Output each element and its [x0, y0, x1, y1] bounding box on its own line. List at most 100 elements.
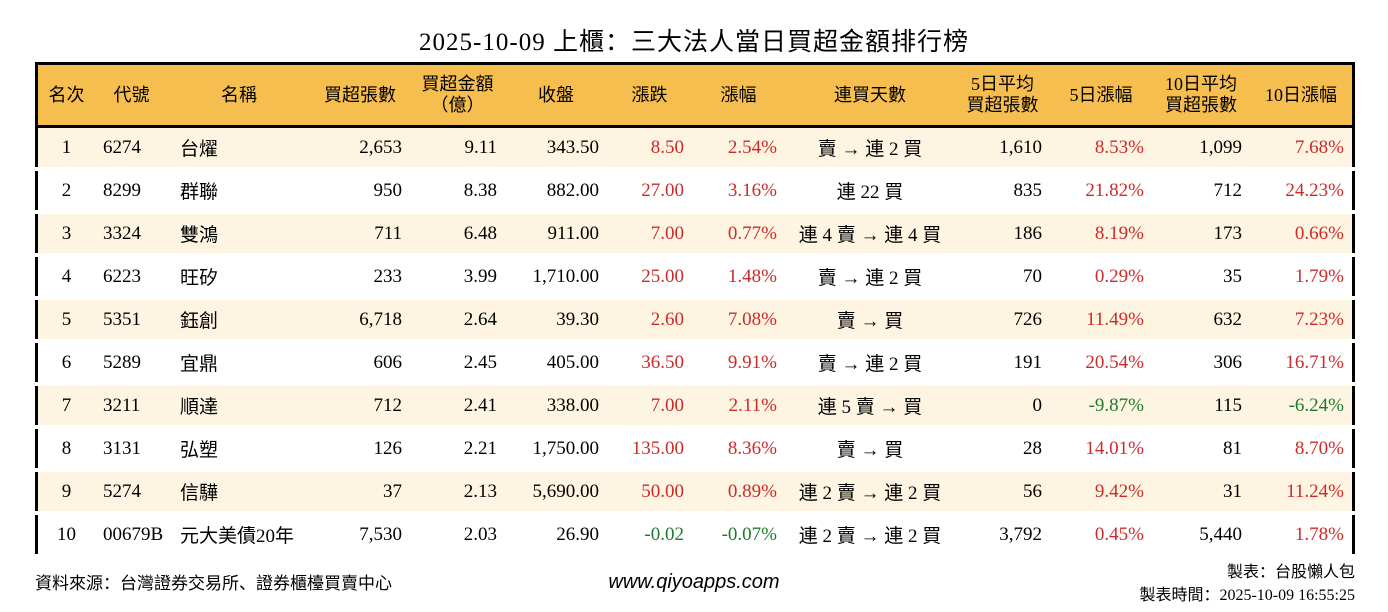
cell-avg10: 173: [1152, 212, 1250, 255]
cell-buy_volume: 950: [373, 179, 403, 201]
cell-rank: 2: [61, 179, 72, 201]
cell-buy_volume: 711: [310, 212, 410, 255]
cell-avg5: 191: [1013, 351, 1043, 373]
header-cell-buy_amount: 買超金額 （億）: [410, 63, 505, 128]
cell-buy_amount: 2.13: [410, 470, 505, 513]
cell-streak: 連 2 賣 → 連 2 買: [798, 526, 942, 547]
credit-timestamp: 製表時間：2025-10-09 16:55:25: [1139, 587, 1355, 605]
page-title: 2025-10-09 上櫃：三大法人當日買超金額排行榜: [419, 29, 969, 56]
header-cell-rank: 名次: [36, 63, 95, 128]
cell-streak: 賣 → 連 2 買: [817, 354, 923, 375]
cell-pct5: 8.19%: [1050, 212, 1152, 255]
cell-change_pct: 2.11%: [692, 384, 785, 427]
cell-change_pct: 3.16%: [727, 179, 777, 201]
cell-change_pct: 1.48%: [727, 265, 777, 287]
cell-rank: 8: [61, 437, 72, 459]
cell-buy_amount: 3.99: [463, 265, 497, 287]
cell-pct5: 20.54%: [1085, 351, 1144, 373]
cell-name: 弘塑: [180, 440, 219, 461]
cell-pct5: 9.42%: [1050, 470, 1152, 513]
cell-rank: 7: [36, 384, 95, 427]
cell-code: 00679B: [103, 523, 164, 545]
header-cell-avg5: 5日平均 買超張數: [955, 63, 1050, 128]
cell-avg5: 70: [1023, 265, 1042, 287]
cell-close: 882.00: [546, 179, 599, 201]
header-cell-avg10: 10日平均 買超張數: [1152, 63, 1250, 128]
cell-code: 5289: [103, 351, 141, 373]
cell-pct10: 11.24%: [1250, 470, 1354, 513]
cell-pct10: 1.78%: [1294, 523, 1344, 545]
header-cell-streak: 連買天數: [785, 63, 955, 128]
cell-change: 8.50: [607, 126, 692, 169]
cell-change: 2.60: [607, 298, 692, 341]
cell-avg5: 3,792: [999, 523, 1042, 545]
cell-buy_volume: 233: [373, 265, 403, 287]
cell-streak: 賣 → 買: [836, 440, 904, 461]
cell-buy_amount: 6.48: [410, 212, 505, 255]
header-cell-name: 名稱: [168, 63, 310, 128]
table-row: 1 6274 台燿 2,653 9.11 343.50 8.50 2.54% 賣 → 連 2 買…: [36, 126, 1354, 169]
header-cell-code: 代號: [95, 63, 168, 128]
table-header-row: 名次 代號 名稱 買超張數 買超金額 （億） 收盤 漲跌 漲幅 連買天數 5日平均 買超張數 5日漲…: [36, 63, 1354, 128]
cell-buy_amount: 9.11: [410, 126, 505, 169]
cell-change: 36.50: [641, 351, 684, 373]
data-source-note: 資料來源：台灣證券交易所、證券櫃檯買賣中心: [35, 574, 392, 593]
ranking-table: 名次 代號 名稱 買超張數 買超金額 （億） 收盤 漲跌 漲幅 連買天數 5日平均 買超張數 5日漲…: [35, 62, 1355, 558]
cell-avg10: 712: [1213, 179, 1243, 201]
cell-name: 信驊: [168, 470, 310, 513]
cell-rank: 1: [36, 126, 95, 169]
cell-buy_volume: 6,718: [310, 298, 410, 341]
header-cell-change_pct: 漲幅: [692, 63, 785, 128]
cell-pct5: -9.87%: [1050, 384, 1152, 427]
cell-pct10: 16.71%: [1285, 351, 1344, 373]
cell-streak: 賣 → 買: [785, 298, 955, 341]
cell-buy_amount: 2.03: [463, 523, 497, 545]
cell-close: 911.00: [505, 212, 607, 255]
cell-pct10: 7.68%: [1250, 126, 1354, 169]
table-row: 9 5274 信驊 37 2.13 5,690.00 50.00 0.89% 連 2 賣 → 連…: [36, 470, 1354, 513]
cell-name: 旺矽: [180, 268, 219, 289]
cell-pct10: 8.70%: [1294, 437, 1344, 459]
header-cell-pct5: 5日漲幅: [1050, 63, 1152, 128]
cell-buy_volume: 712: [310, 384, 410, 427]
cell-change_pct: -0.07%: [721, 523, 777, 545]
cell-code: 8299: [103, 179, 141, 201]
cell-rank: 4: [61, 265, 72, 287]
credit-block: 製表：台股懶人包 製表時間：2025-10-09 16:55:25: [1139, 561, 1355, 607]
cell-streak: 連 2 賣 → 連 2 買: [785, 470, 955, 513]
cell-buy_amount: 2.45: [463, 351, 497, 373]
cell-name: 群聯: [180, 182, 219, 203]
cell-avg5: 56: [955, 470, 1050, 513]
cell-change: -0.02: [644, 523, 684, 545]
cell-rank: 3: [36, 212, 95, 255]
cell-change_pct: 0.77%: [692, 212, 785, 255]
cell-buy_volume: 2,653: [310, 126, 410, 169]
cell-buy_amount: 2.41: [410, 384, 505, 427]
cell-change: 7.00: [607, 212, 692, 255]
cell-change: 27.00: [641, 179, 684, 201]
cell-avg10: 31: [1152, 470, 1250, 513]
cell-avg10: 632: [1152, 298, 1250, 341]
table-header: 名次 代號 名稱 買超張數 買超金額 （億） 收盤 漲跌 漲幅 連買天數 5日平均 買超張數 5日漲…: [36, 63, 1354, 128]
cell-avg5: 28: [1023, 437, 1042, 459]
cell-code: 3131: [103, 437, 141, 459]
cell-avg10: 5,440: [1199, 523, 1242, 545]
cell-streak: 賣 → 連 2 買: [785, 126, 955, 169]
header-cell-change: 漲跌: [607, 63, 692, 128]
cell-change: 135.00: [631, 437, 684, 459]
cell-pct5: 14.01%: [1085, 437, 1144, 459]
cell-close: 26.90: [556, 523, 599, 545]
cell-name: 雙鴻: [168, 212, 310, 255]
cell-buy_volume: 606: [373, 351, 403, 373]
table-row: 3 3324 雙鴻 711 6.48 911.00 7.00 0.77% 連 4 賣 → 連 4…: [36, 212, 1354, 255]
cell-streak: 連 5 賣 → 買: [785, 384, 955, 427]
cell-name: 鈺創: [168, 298, 310, 341]
header-cell-close: 收盤: [505, 63, 607, 128]
cell-change: 50.00: [607, 470, 692, 513]
cell-pct5: 21.82%: [1085, 179, 1144, 201]
cell-rank: 6: [61, 351, 72, 373]
cell-buy_amount: 2.64: [410, 298, 505, 341]
cell-close: 338.00: [505, 384, 607, 427]
cell-name: 順達: [168, 384, 310, 427]
